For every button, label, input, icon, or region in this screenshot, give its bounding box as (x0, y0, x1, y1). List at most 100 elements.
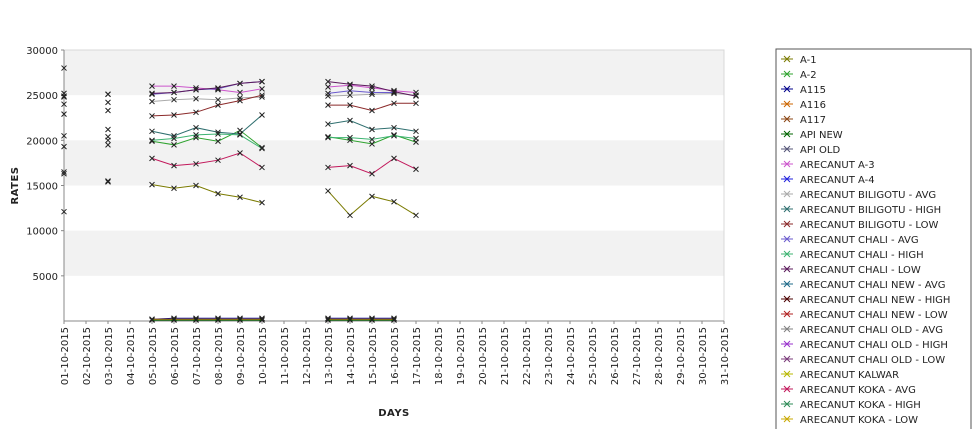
data-point (105, 179, 111, 185)
legend-marker (783, 130, 791, 138)
legend-entry: A115 (800, 85, 826, 96)
data-point (325, 102, 331, 108)
data-point (149, 128, 155, 135)
y-axis-title: RATES (10, 166, 21, 204)
data-point (171, 89, 177, 96)
x-tick-label: 09-10-2015 (236, 327, 247, 385)
data-point (347, 92, 353, 99)
data-point (237, 89, 243, 96)
data-point (369, 107, 375, 114)
legend-marker (783, 340, 791, 348)
legend-entry: ARECANUT CHALI NEW - LOW (800, 310, 948, 321)
legend-entry: ARECANUT CHALI OLD - HIGH (800, 340, 948, 351)
y-tick-label: 25000 (26, 91, 58, 102)
data-point (347, 316, 353, 323)
legend-entry: ARECANUT CHALI NEW - AVG (800, 280, 946, 291)
data-point (369, 170, 375, 177)
data-point (193, 182, 199, 189)
x-tick-label: 24-10-2015 (566, 327, 577, 385)
legend-entry: ARECANUT CHALI NEW - HIGH (800, 295, 950, 306)
data-point (325, 84, 331, 90)
data-point (413, 128, 419, 135)
data-point (149, 155, 155, 162)
x-tick-label: 21-10-2015 (500, 327, 511, 385)
data-point (391, 124, 397, 131)
legend-entry: API NEW (800, 130, 843, 141)
data-point (105, 126, 111, 133)
x-axis-title: DAYS (378, 408, 410, 419)
legend-marker (783, 115, 791, 123)
x-tick-label: 07-10-2015 (192, 327, 203, 385)
data-point (215, 131, 221, 137)
data-point (391, 155, 397, 162)
data-point (237, 97, 243, 104)
data-point (347, 212, 353, 219)
data-point (391, 100, 397, 107)
data-point (325, 133, 331, 140)
x-tick-label: 18-10-2015 (434, 327, 445, 385)
legend-entry: ARECANUT KALWAR (800, 370, 899, 381)
data-point (259, 316, 265, 323)
data-point (105, 91, 111, 98)
data-point (61, 169, 67, 175)
data-point (149, 83, 155, 89)
legend-marker (783, 145, 791, 153)
data-point (61, 170, 67, 177)
data-point (325, 188, 331, 194)
legend-marker (783, 160, 791, 168)
x-tick-label: 14-10-2015 (346, 327, 357, 385)
y-tick-label: 30000 (26, 46, 58, 57)
data-point (193, 95, 199, 102)
data-point (325, 134, 331, 141)
data-point (413, 166, 419, 173)
data-point (61, 94, 67, 100)
data-point (347, 87, 353, 94)
data-point (259, 85, 265, 92)
data-point (215, 317, 221, 323)
data-point (369, 193, 375, 200)
data-point (413, 92, 419, 99)
x-tick-label: 12-10-2015 (302, 327, 313, 385)
data-point (391, 317, 397, 323)
data-point (347, 162, 353, 169)
data-point (325, 316, 331, 323)
data-point (369, 136, 375, 143)
legend-marker (783, 55, 791, 63)
data-point (171, 317, 177, 323)
legend-marker (783, 415, 791, 423)
legend-entry: A-2 (800, 70, 817, 81)
data-point (347, 81, 353, 88)
legend-entry: ARECANUT CHALI OLD - LOW (800, 355, 945, 366)
data-point (369, 126, 375, 133)
data-point (61, 101, 67, 108)
legend-marker (783, 175, 791, 183)
series-line-2 (151, 317, 394, 320)
data-point (149, 181, 155, 188)
series-line-0 (151, 184, 417, 216)
legend-box (775, 48, 972, 429)
legend-marker (783, 355, 791, 363)
legend-marker (783, 100, 791, 108)
data-point (215, 316, 221, 323)
x-tick-label: 23-10-2015 (544, 327, 555, 385)
data-point (391, 198, 397, 205)
x-tick-label: 02-10-2015 (82, 327, 93, 385)
data-point (105, 178, 111, 184)
legend-entry: ARECANUT CHALI OLD - AVG (800, 325, 943, 336)
data-point (171, 96, 177, 103)
data-point (215, 102, 221, 108)
x-tick-label: 16-10-2015 (390, 327, 401, 385)
series-line-11 (151, 94, 416, 117)
data-point (413, 135, 419, 142)
data-point (215, 138, 221, 145)
legend-marker (783, 235, 791, 243)
legend-marker (783, 265, 791, 273)
data-point (149, 90, 155, 97)
legend-marker (783, 310, 791, 318)
x-tick-label: 11-10-2015 (280, 327, 291, 385)
data-point (347, 82, 353, 89)
data-point (325, 90, 331, 97)
data-point (259, 112, 265, 118)
data-point (237, 316, 243, 323)
